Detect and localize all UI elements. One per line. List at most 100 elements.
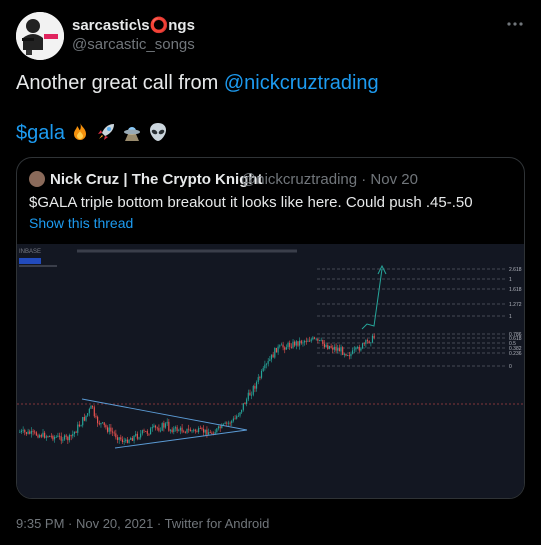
candle-body <box>166 421 168 424</box>
avatar[interactable] <box>16 12 64 60</box>
candle-body <box>320 339 322 341</box>
candle-body <box>30 430 32 434</box>
candle-body <box>140 433 142 438</box>
candle-body <box>227 422 229 424</box>
candle-body <box>145 431 147 432</box>
candle-body <box>300 340 302 344</box>
candle-body <box>241 409 243 413</box>
candle-body <box>168 421 170 431</box>
candle-body <box>304 340 306 343</box>
candle-body <box>269 359 271 361</box>
alien-icon <box>150 123 166 141</box>
candle-body <box>247 392 249 400</box>
candle-body <box>287 342 289 348</box>
candle-body <box>67 436 69 441</box>
candle-body <box>229 422 231 424</box>
candle-body <box>370 342 372 344</box>
candle-body <box>148 433 150 435</box>
candle-body <box>350 353 352 357</box>
candle-body <box>255 381 258 389</box>
candle-body <box>232 418 234 421</box>
candle-body <box>358 346 360 351</box>
candle-body <box>337 348 339 351</box>
candle-body <box>159 430 162 432</box>
candle-body <box>275 347 278 353</box>
candle-body <box>257 377 259 382</box>
rocket-icon <box>98 124 114 140</box>
candle-body <box>189 429 191 432</box>
candle-body <box>308 340 311 342</box>
candle-body <box>307 340 309 342</box>
candle-body <box>226 422 228 424</box>
candle-body <box>214 432 216 435</box>
candle-body <box>274 347 276 358</box>
candle-body <box>83 416 85 421</box>
quoted-tweet[interactable]: Nick Cruz | The Crypto Knight @nickcruzt… <box>16 157 525 499</box>
candle-body <box>169 429 172 431</box>
author-handle[interactable]: @sarcastic_songs <box>72 36 195 53</box>
candle-body <box>237 415 239 417</box>
candle-body <box>88 408 90 414</box>
exchange-label: INBASE <box>19 249 41 255</box>
candle-body <box>105 425 107 428</box>
candle-body <box>121 439 124 443</box>
candle-body <box>92 405 94 408</box>
candle-body <box>361 343 364 349</box>
candle-body <box>45 436 47 438</box>
candle-body <box>70 435 72 437</box>
fib-label: 2.618 <box>509 267 522 273</box>
candle-body <box>98 423 100 425</box>
candle-body <box>184 432 186 434</box>
candle-body <box>317 338 319 341</box>
candle-body <box>32 430 34 432</box>
candle-body <box>246 399 248 404</box>
candle-body <box>323 343 326 348</box>
candle-body <box>75 431 77 433</box>
candle-body <box>295 341 297 346</box>
show-thread-link[interactable]: Show this thread <box>29 215 134 231</box>
more-icon[interactable] <box>505 14 525 34</box>
candle-body <box>363 343 365 345</box>
candle-body <box>352 350 354 354</box>
candle-body <box>186 428 188 433</box>
candle-body <box>191 430 193 432</box>
candle-body <box>34 431 36 433</box>
candle-body <box>252 386 254 395</box>
tweet-text: Another great call from @nickcruztrading <box>16 72 379 95</box>
candle-body <box>115 433 117 438</box>
candle-body <box>110 427 112 432</box>
candle-body <box>259 377 261 378</box>
cashtag-link[interactable]: $gala <box>16 122 65 144</box>
ufo-icon <box>124 127 140 141</box>
candle-body <box>171 429 173 433</box>
candle-body <box>198 428 200 433</box>
candle-body <box>313 337 316 339</box>
candle-body <box>231 420 233 424</box>
quoted-text: $GALA triple bottom breakout it looks li… <box>29 194 473 211</box>
candle-body <box>49 435 51 437</box>
candle-body <box>55 436 57 438</box>
candle-body <box>153 425 155 428</box>
candle-body <box>343 353 345 355</box>
candle-body <box>143 430 145 432</box>
chart-image[interactable]: INBASE 2.618 1 1.618 1.272 1 0.786 0.618 0.5 0.3… <box>17 244 524 498</box>
tweet-timestamp[interactable]: 9:35 PM · Nov 20, 2021 · Twitter for And… <box>16 516 270 531</box>
emoji-row <box>70 122 168 142</box>
chart-svg: INBASE 2.618 1 1.618 1.272 1 0.7860.6180.50.3… <box>17 244 524 498</box>
candle-body <box>262 368 264 371</box>
candle-body <box>125 439 127 442</box>
fib-label: 0.786 <box>509 332 522 338</box>
candle-body <box>194 429 196 432</box>
fib-label: 1 <box>509 314 512 320</box>
candle-body <box>340 347 342 352</box>
candle-body <box>174 427 177 429</box>
mention-link[interactable]: @nickcruztrading <box>223 72 379 94</box>
candle-body <box>163 423 165 428</box>
author-name[interactable]: sarcastic\s⭕ngs <box>72 17 195 34</box>
candle-body <box>138 437 140 439</box>
candle-body <box>130 438 132 440</box>
candle-body <box>347 355 349 356</box>
candle-body <box>85 415 87 421</box>
candle-body <box>188 428 190 430</box>
